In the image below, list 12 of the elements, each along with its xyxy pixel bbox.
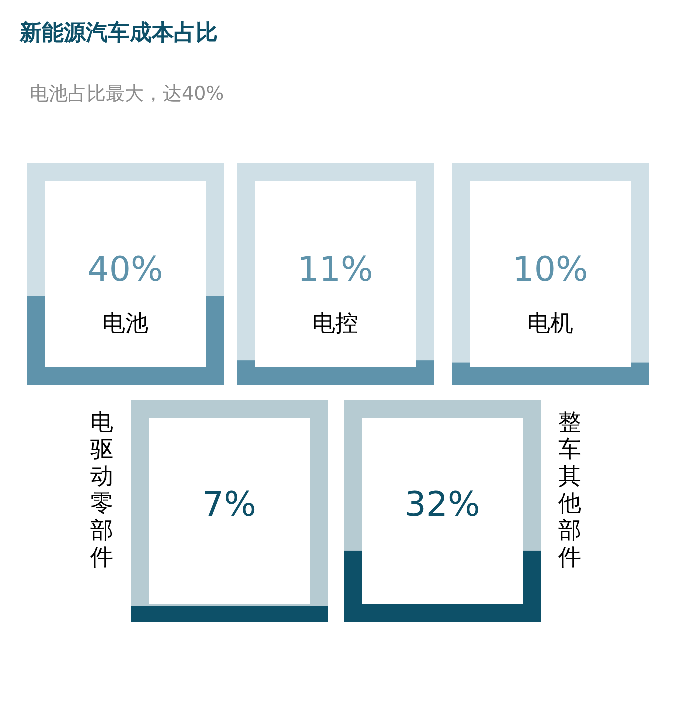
category-label: 电池 [102,311,148,337]
category-label: 电机 [528,311,574,337]
category-label: 电控 [312,311,358,337]
data-label: 7% [202,485,256,525]
data-label: 32% [404,485,480,525]
data-label: 10% [512,250,588,290]
text: 电池占比最大，达40% [30,83,224,105]
data-label: 11% [298,250,374,290]
data-label: 40% [88,250,164,290]
text: 新能源汽车成本占比 [19,20,218,46]
category-label: 整车其他部件 [558,410,582,571]
category-label: 电驱动零部件 [90,410,114,571]
